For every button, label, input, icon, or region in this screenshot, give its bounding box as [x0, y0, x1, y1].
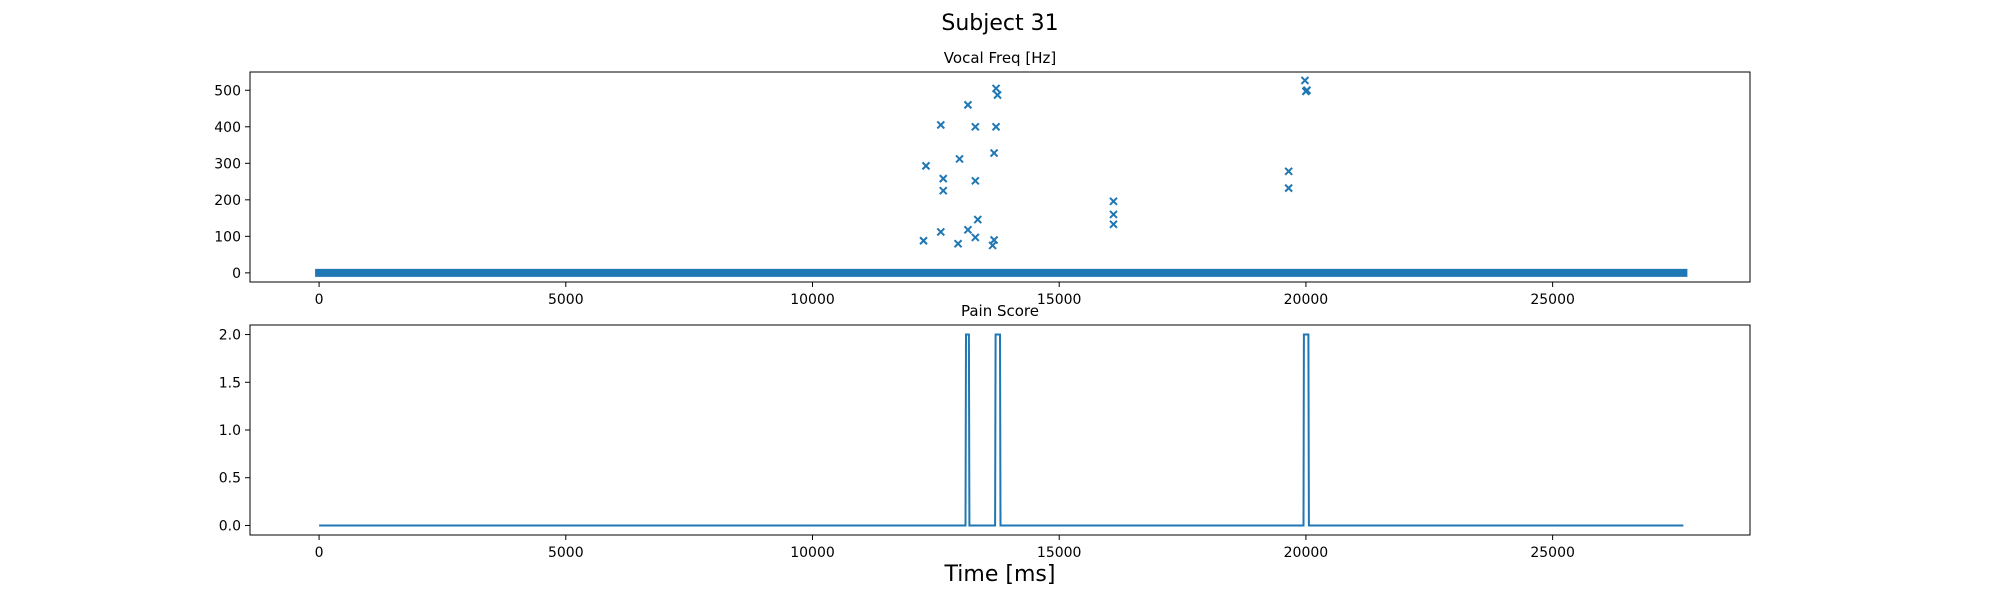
x-tick-label: 25000	[1530, 545, 1575, 561]
scatter-point	[963, 100, 973, 110]
scatter-point	[1109, 220, 1118, 229]
scatter-point	[955, 154, 964, 164]
y-tick-label: 0.5	[219, 471, 241, 487]
y-tick-label: 300	[214, 156, 241, 172]
scatter-point	[936, 120, 945, 130]
scatter-point	[1284, 183, 1293, 193]
scatter-point	[939, 186, 948, 195]
x-tick-label: 25000	[1530, 292, 1575, 308]
scatter-point	[989, 235, 999, 245]
y-tick-label: 1.0	[219, 423, 241, 439]
x-tick-label: 15000	[1037, 292, 1082, 308]
y-tick-label: 2.0	[219, 328, 241, 344]
y-tick-label: 500	[214, 83, 241, 99]
x-tick-label: 10000	[790, 292, 835, 308]
vocal-freq-plot-frame	[249, 71, 1751, 283]
scatter-point	[993, 90, 1002, 100]
figure-suptitle: Subject 31	[941, 11, 1058, 36]
y-tick-label: 100	[214, 229, 241, 245]
scatter-point	[973, 215, 983, 224]
x-tick-label: 5000	[548, 292, 584, 308]
scatter-point	[963, 225, 973, 234]
x-tick-label: 0	[315, 545, 324, 561]
x-tick-label: 0	[315, 292, 324, 308]
vocal-freq-x-ticks: 0 5000 10000 15000 20000 25000	[315, 282, 1575, 308]
scatter-point	[991, 122, 1001, 131]
x-tick-label: 5000	[548, 545, 584, 561]
scatter-point	[1302, 86, 1312, 95]
scatter-point	[921, 161, 931, 171]
pain-score-title: Pain Score	[961, 302, 1039, 320]
scatter-point	[953, 239, 963, 248]
scatter-point	[1300, 76, 1310, 85]
x-axis-label: Time [ms]	[944, 562, 1056, 587]
y-tick-label: 0.0	[219, 518, 241, 534]
scatter-point	[939, 174, 948, 183]
vocal-freq-y-ticks: 0 100 200 300 400 500	[214, 83, 250, 282]
scatter-point	[936, 227, 945, 237]
pain-score-x-ticks: 0 5000 10000 15000 20000 25000	[315, 535, 1575, 561]
pain-score-series-line	[319, 333, 1684, 527]
pain-score-axes: Pain Score 0.0 0.5 1.0 1.5 2.0 0 5000 10000 150…	[219, 302, 1751, 561]
zero-frequency-baseline-markers	[315, 268, 1688, 277]
scatter-point	[991, 84, 1001, 93]
vocal-freq-axes: Vocal Freq [Hz] 0 100 200 300 400 500 0 5000 10…	[214, 49, 1751, 308]
scatter-point	[971, 233, 980, 242]
y-tick-label: 0	[232, 266, 241, 282]
vocal-freq-title: Vocal Freq [Hz]	[944, 49, 1056, 67]
scatter-point	[989, 148, 999, 158]
y-tick-label: 1.5	[219, 375, 241, 391]
x-tick-label: 15000	[1037, 545, 1082, 561]
y-tick-label: 200	[214, 193, 241, 209]
pain-score-y-ticks: 0.0 0.5 1.0 1.5 2.0	[219, 328, 250, 534]
pain-score-line	[319, 333, 1684, 527]
scatter-point	[1284, 167, 1293, 176]
scatter-point	[971, 176, 980, 186]
x-tick-label: 10000	[790, 545, 835, 561]
x-tick-label: 20000	[1284, 292, 1329, 308]
scatter-point	[1109, 197, 1118, 206]
x-tick-label: 20000	[1284, 545, 1329, 561]
y-tick-label: 400	[214, 120, 241, 136]
scatter-point	[1109, 210, 1118, 219]
scatter-point	[971, 122, 980, 131]
vocal-freq-points	[315, 76, 1688, 277]
scatter-point	[919, 236, 928, 245]
